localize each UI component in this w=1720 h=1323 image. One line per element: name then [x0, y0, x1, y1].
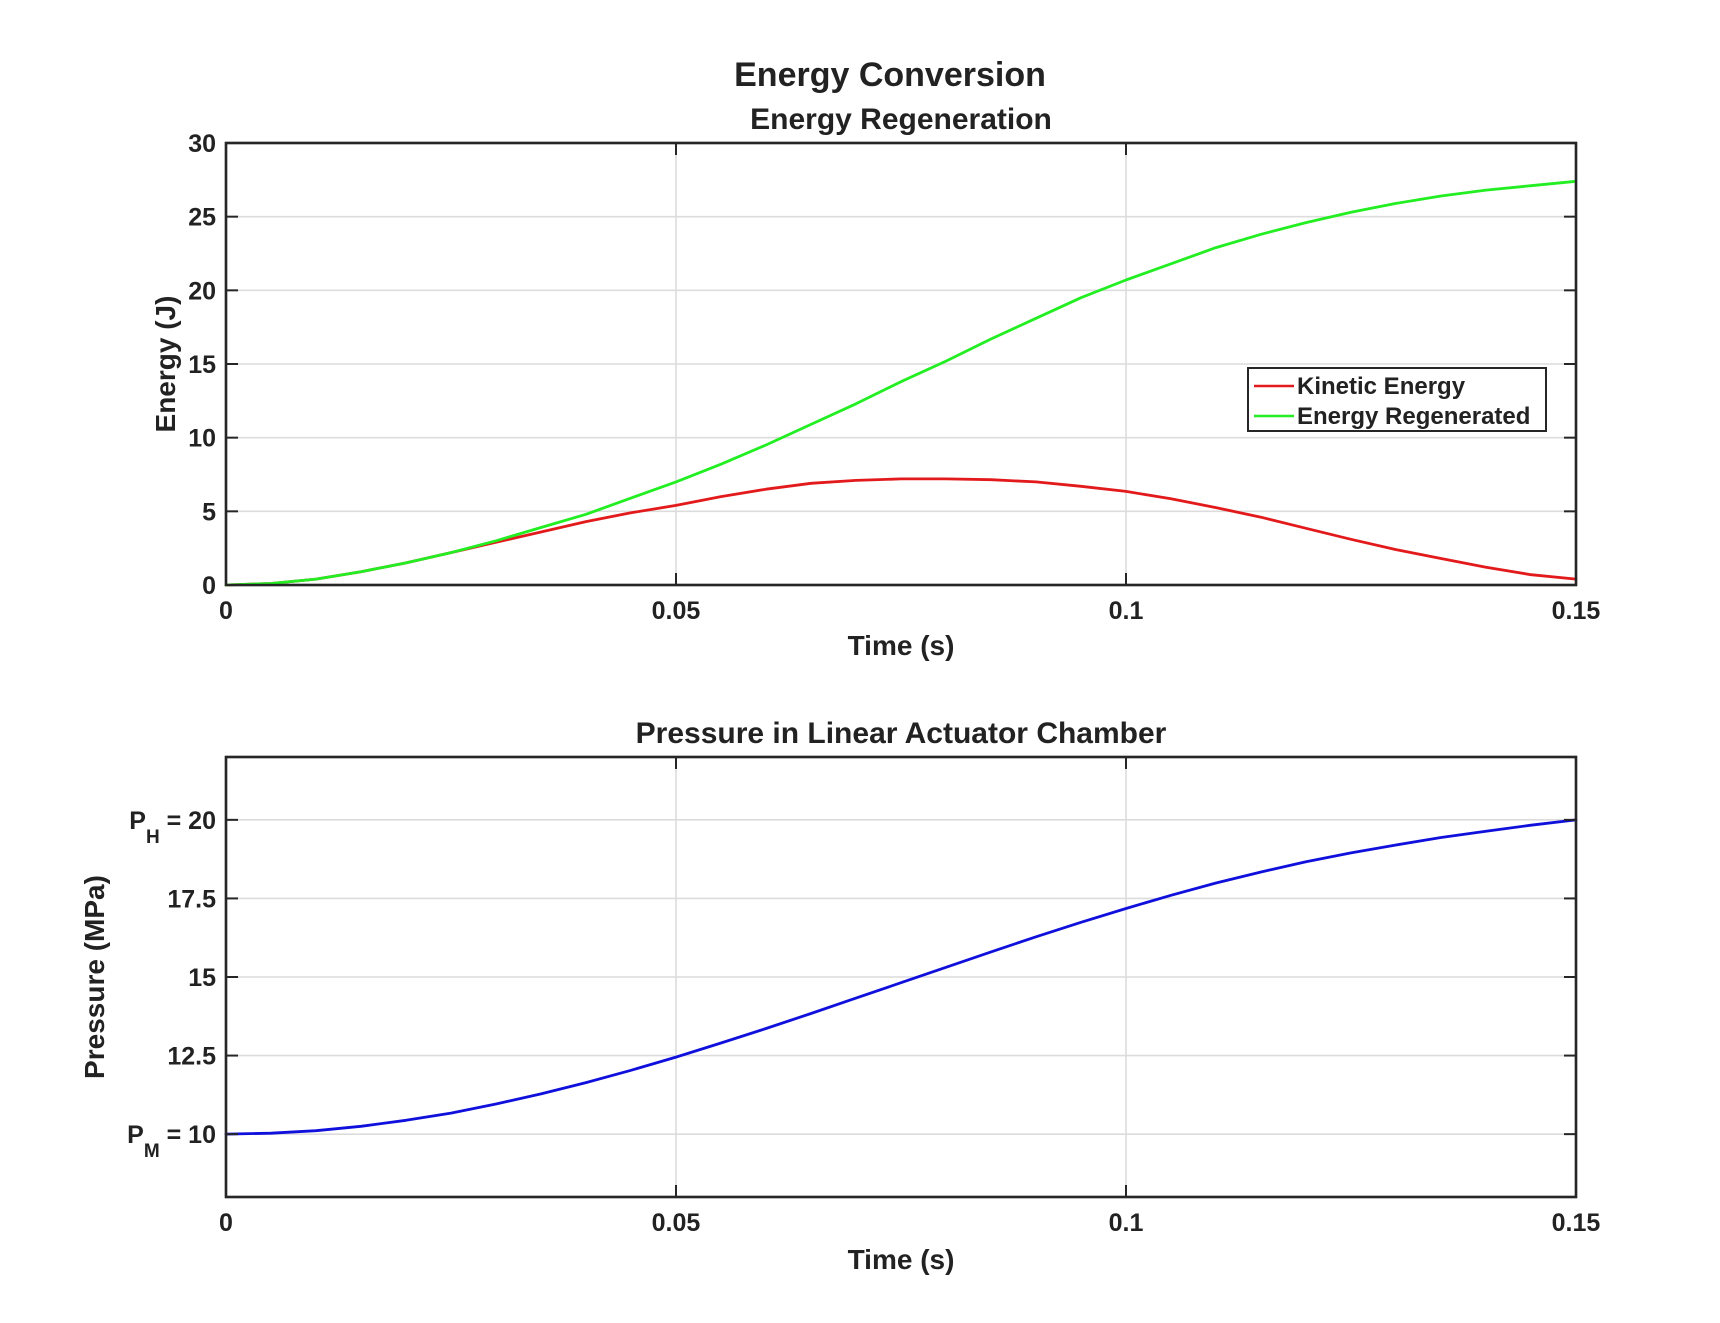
energy-y-tick-label: 30 [188, 130, 216, 158]
pressure-grid [226, 757, 1576, 1197]
pressure-chart: 0 0.05 0.1 0.15 PM = 10 12.5 15 17.5 PH = 20 Pre… [79, 717, 1600, 1275]
series-line-energy-regenerated [224, 179, 1578, 587]
energy-y-tick-label: 25 [188, 204, 216, 232]
energy-y-axis-label: Energy (J) [150, 296, 181, 433]
pressure-y-tick-label: PH = 20 [129, 807, 216, 848]
pressure-y-tick-label: PM = 10 [127, 1121, 216, 1162]
series-line-pressure [224, 818, 1578, 1136]
energy-grid [226, 143, 1576, 585]
figure-title: Energy Conversion [734, 56, 1046, 94]
pressure-y-tick-label: 12.5 [167, 1043, 216, 1071]
pressure-y-tick-label: 15 [188, 964, 216, 992]
energy-x-tick-label: 0.15 [1552, 597, 1601, 625]
pressure-x-tick-label: 0.15 [1552, 1209, 1601, 1237]
pressure-ticks: 0 0.05 0.1 0.15 PM = 10 12.5 15 17.5 PH = 20 [127, 757, 1600, 1237]
pressure-x-axis-label: Time (s) [848, 1244, 955, 1275]
energy-y-tick-label: 20 [188, 277, 216, 305]
pressure-chart-title: Pressure in Linear Actuator Chamber [636, 717, 1167, 750]
energy-series [224, 179, 1578, 587]
energy-ticks: 0 0.05 0.1 0.15 0 5 10 15 20 25 30 [188, 130, 1600, 625]
energy-x-axis-label: Time (s) [848, 630, 955, 661]
pressure-x-tick-label: 0.05 [652, 1209, 701, 1237]
pressure-series [224, 818, 1578, 1136]
energy-x-tick-label: 0.05 [652, 597, 701, 625]
legend-box [1247, 367, 1547, 432]
energy-y-tick-label: 0 [202, 572, 216, 600]
energy-chart-title: Energy Regeneration [750, 103, 1052, 136]
energy-x-tick-label: 0.1 [1109, 597, 1144, 625]
pressure-y-tick-label: 17.5 [167, 885, 216, 913]
energy-legend: Kinetic Energy Energy Regenerated [1247, 367, 1547, 432]
energy-x-tick-label: 0 [219, 597, 233, 625]
legend-label-kinetic-energy: Kinetic Energy [1297, 373, 1466, 400]
energy-y-tick-label: 10 [188, 425, 216, 453]
energy-y-tick-label: 15 [188, 351, 216, 379]
pressure-x-tick-label: 0 [219, 1209, 233, 1237]
energy-y-tick-label: 5 [202, 498, 216, 526]
pressure-x-tick-label: 0.1 [1109, 1209, 1144, 1237]
legend-label-energy-regenerated: Energy Regenerated [1297, 403, 1530, 430]
pressure-y-axis-label: Pressure (MPa) [79, 875, 110, 1079]
energy-chart: 0 0.05 0.1 0.15 0 5 10 15 20 25 30 Energy Regenera… [150, 103, 1600, 661]
